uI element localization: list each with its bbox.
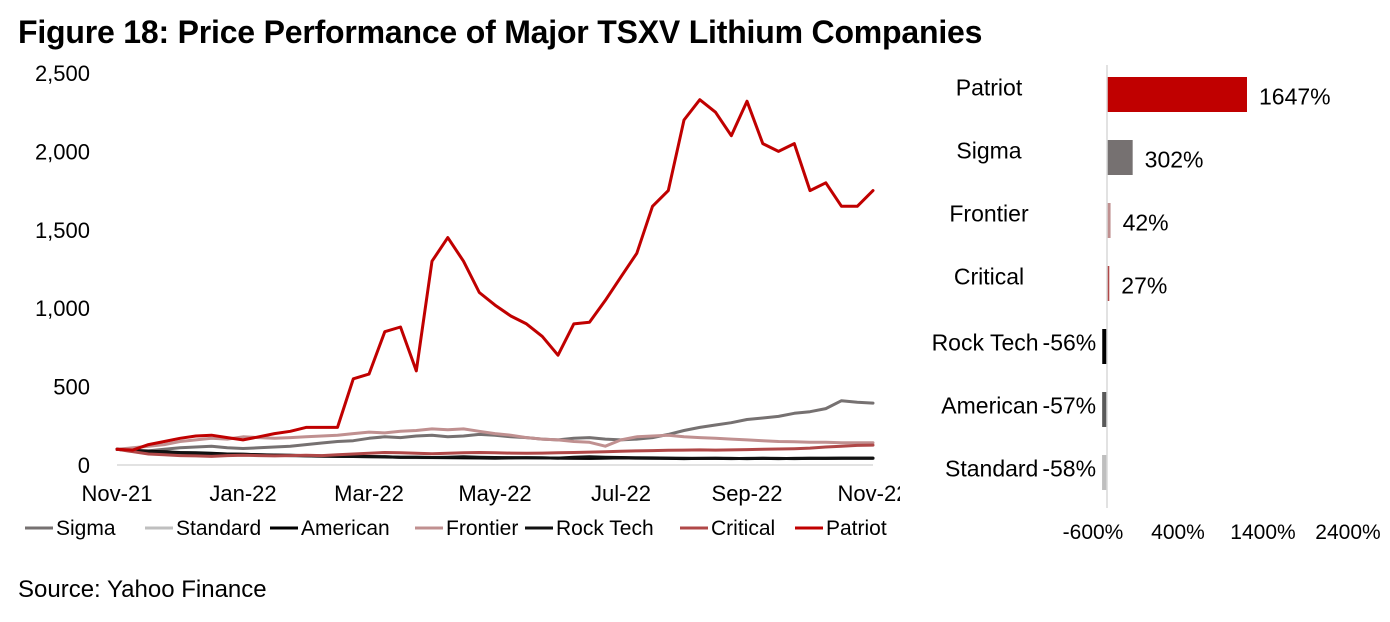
y-tick-label: 2,500	[35, 61, 90, 86]
legend-label: Frontier	[446, 517, 518, 540]
y-tick-label: 1,500	[35, 218, 90, 243]
category-label: Frontier	[949, 201, 1029, 227]
legend-label: Critical	[711, 517, 775, 540]
x-tick-label: Nov-21	[82, 481, 153, 506]
category-label: Standard	[945, 456, 1038, 482]
series-line-critical	[115, 443, 875, 458]
category-label: Sigma	[956, 138, 1021, 164]
bar-american	[1102, 392, 1107, 427]
category-label: American	[941, 393, 1038, 419]
bar-chart: Patriot 1647% Sigma 302% Frontier 42% Critical…	[932, 65, 1380, 544]
series-line-sigma	[115, 399, 875, 453]
bar-standard	[1102, 455, 1107, 490]
x-tick-label: Jan-22	[209, 481, 276, 506]
line-chart: 0 500 1,000 1,500 2,000 2,500 Nov-21 Jan-22 Mar…	[25, 61, 900, 540]
bar-rock-tech	[1102, 329, 1107, 364]
y-tick-label: 500	[53, 375, 90, 400]
bar-frontier	[1107, 203, 1111, 238]
x-tick-label: Nov-22	[838, 481, 900, 506]
x-tick-label: Mar-22	[334, 481, 404, 506]
source-note: Source: Yahoo Finance	[18, 576, 267, 603]
y-tick-label: 2,000	[35, 139, 90, 164]
bar-value-label: -58%	[1042, 456, 1096, 482]
legend-label: Patriot	[826, 517, 887, 540]
bar-value-label: 42%	[1123, 210, 1169, 236]
x-tick-label: Sep-22	[712, 481, 783, 506]
legend-label: American	[301, 517, 390, 540]
category-label: Patriot	[956, 75, 1023, 101]
x-tick-label: 2400%	[1315, 521, 1380, 544]
bar-value-label: 27%	[1121, 273, 1167, 299]
x-tick-label: Jul-22	[591, 481, 651, 506]
legend-label: Standard	[176, 517, 261, 540]
x-tick-label: 400%	[1151, 521, 1205, 544]
series-line-patriot	[115, 98, 875, 452]
x-tick-label: 1400%	[1230, 521, 1295, 544]
category-label: Rock Tech	[932, 330, 1039, 356]
bar-sigma	[1107, 140, 1133, 175]
legend-label: Rock Tech	[556, 517, 654, 540]
bar-value-label: 302%	[1145, 147, 1204, 173]
bar-value-label: 1647%	[1259, 84, 1331, 110]
bar-value-label: -56%	[1043, 330, 1097, 356]
series-line-frontier	[115, 427, 875, 451]
legend-label: Sigma	[56, 517, 116, 540]
bar-critical	[1107, 266, 1110, 301]
x-tick-label: May-22	[458, 481, 531, 506]
bar-value-label: -57%	[1042, 393, 1096, 419]
y-tick-label: 1,000	[35, 296, 90, 321]
y-tick-label: 0	[78, 453, 90, 478]
figure-title: Figure 18: Price Performance of Major TS…	[18, 14, 983, 50]
category-label: Critical	[954, 264, 1024, 290]
bar-patriot	[1107, 77, 1247, 112]
x-tick-label: -600%	[1063, 521, 1124, 544]
